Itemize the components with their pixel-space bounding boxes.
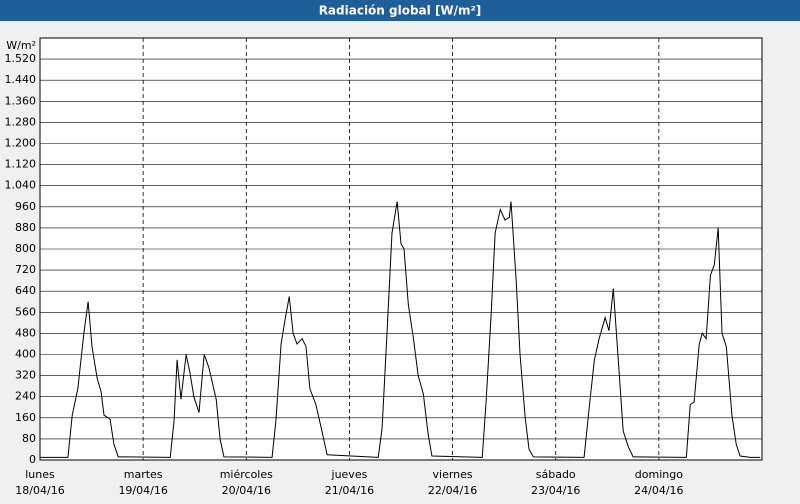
y-tick-label: 240 (15, 390, 36, 403)
x-tick-date: 23/04/16 (531, 484, 580, 497)
y-tick-label: 480 (15, 326, 36, 339)
x-tick-date: 22/04/16 (428, 484, 477, 497)
y-tick-label: 80 (22, 432, 36, 445)
y-tick-label: 880 (15, 221, 36, 234)
y-axis-label: W/m² (6, 39, 36, 52)
y-tick-label: 1.360 (5, 94, 37, 107)
y-tick-label: 960 (15, 200, 36, 213)
x-tick-date: 24/04/16 (634, 484, 683, 497)
y-tick-label: 1.120 (5, 158, 37, 171)
y-tick-label: 160 (15, 411, 36, 424)
data-line (40, 201, 761, 458)
y-tick-label: 560 (15, 305, 36, 318)
x-tick-date: 19/04/16 (118, 484, 167, 497)
x-tick-date: 21/04/16 (325, 484, 374, 497)
x-tick-label: domingo (635, 468, 683, 481)
y-tick-label: 1.200 (5, 137, 37, 150)
x-tick-label: miércoles (220, 468, 273, 481)
y-tick-label: 720 (15, 263, 36, 276)
title-bar (0, 0, 800, 21)
y-tick-label: 1.440 (5, 73, 37, 86)
x-tick-date: 20/04/16 (222, 484, 271, 497)
x-tick-label: sábado (536, 468, 576, 481)
x-tick-label: martes (124, 468, 163, 481)
chart-title: Radiación global [W/m²] (319, 4, 482, 18)
y-tick-label: 640 (15, 284, 36, 297)
x-tick-label: jueves (331, 468, 368, 481)
y-tick-label: 1.520 (5, 52, 37, 65)
y-tick-label: 1.280 (5, 115, 37, 128)
y-tick-label: 800 (15, 242, 36, 255)
y-tick-label: 400 (15, 348, 36, 361)
x-tick-label: lunes (25, 468, 55, 481)
x-tick-label: viernes (433, 468, 473, 481)
y-tick-label: 0 (29, 453, 36, 466)
y-tick-label: 320 (15, 369, 36, 382)
y-tick-label: 1.040 (5, 179, 37, 192)
x-tick-date: 18/04/16 (15, 484, 64, 497)
